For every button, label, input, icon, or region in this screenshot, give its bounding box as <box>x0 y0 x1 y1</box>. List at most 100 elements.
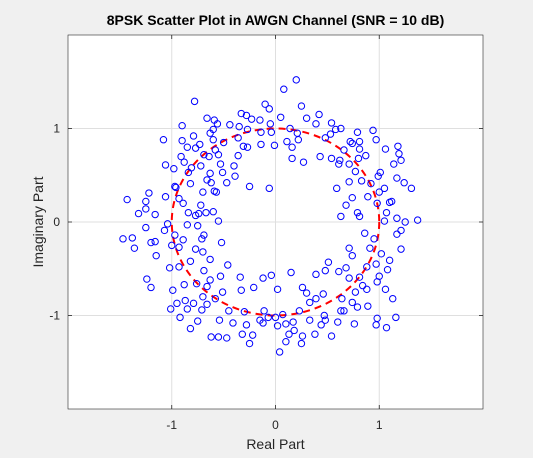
scatter-point <box>226 121 234 129</box>
scatter-point <box>267 271 276 279</box>
scatter-point <box>335 267 343 276</box>
scatter-point <box>363 285 371 294</box>
scatter-point <box>161 161 170 169</box>
scatter-point <box>337 307 345 315</box>
scatter-point <box>239 142 248 150</box>
scatter-point <box>401 218 409 226</box>
scatter-point <box>240 308 249 316</box>
x-tick-label: 1 <box>376 418 383 432</box>
scatter-point <box>397 156 405 164</box>
scatter-point <box>333 184 341 193</box>
scatter-point <box>238 330 247 338</box>
scatter-point <box>134 209 143 218</box>
scatter-point <box>247 115 256 123</box>
scatter-point <box>293 129 301 137</box>
scatter-point <box>327 332 336 340</box>
reference-circle-group <box>170 127 381 317</box>
scatter-point <box>271 313 280 322</box>
scatter-point <box>369 126 377 135</box>
scatter-point <box>145 189 153 197</box>
scatter-point <box>266 120 275 128</box>
scatter-point <box>336 156 344 164</box>
scatter-point <box>165 264 174 272</box>
scatter-point <box>261 100 269 108</box>
scatter-point <box>242 321 251 329</box>
scatter-point <box>316 152 324 161</box>
scatter-point <box>206 169 214 178</box>
scatter-point <box>302 289 311 297</box>
scatter-point <box>397 245 405 253</box>
scatter-point <box>372 136 380 144</box>
scatter-point <box>187 164 196 172</box>
scatter-point <box>288 143 296 151</box>
tick-labels: -1 0 1 -1 0 1 <box>49 122 383 433</box>
scatter-point <box>385 256 394 265</box>
y-axis-label: Imaginary Part <box>30 176 46 267</box>
scatter-point <box>292 76 300 84</box>
scatter-point <box>128 234 137 242</box>
scatter-point <box>372 321 380 329</box>
scatter-point <box>397 226 405 235</box>
scatter-point <box>260 307 268 315</box>
scatter-point <box>353 303 362 311</box>
scatter-point <box>327 154 336 163</box>
scatter-point <box>373 199 381 208</box>
scatter-point <box>299 158 308 166</box>
scatter-point <box>298 332 307 340</box>
scatter-point <box>351 167 360 176</box>
scatter-point <box>407 184 416 193</box>
scatter-point <box>374 172 382 180</box>
tick-marks <box>68 35 483 409</box>
scatter-point <box>197 162 205 170</box>
scatter-point <box>198 235 206 243</box>
scatter-point <box>207 333 215 341</box>
scatter-point <box>364 193 372 201</box>
scatter-point <box>348 251 356 260</box>
scatter-point <box>178 121 186 130</box>
scatter-point <box>256 116 264 124</box>
scatter-point <box>192 280 201 288</box>
scatter-point <box>171 182 179 191</box>
scatter-point <box>267 128 276 136</box>
scatter-point <box>183 221 192 229</box>
scatter-point <box>353 128 362 136</box>
scatter-point <box>297 339 306 348</box>
scatter-point <box>183 143 192 151</box>
scatter-point <box>218 168 227 177</box>
scatter-point <box>380 217 389 225</box>
scatter-point <box>205 152 213 161</box>
scatter-point <box>179 199 187 208</box>
scatter-point <box>237 109 245 118</box>
scatter-point <box>306 298 314 307</box>
scatter-point <box>312 120 320 128</box>
scatter-point <box>172 183 180 192</box>
scatter-point <box>276 113 285 121</box>
scatter-point <box>351 288 360 296</box>
scatter-point <box>243 125 252 134</box>
scatter-point <box>189 299 198 308</box>
scatter-point <box>345 274 353 282</box>
scatter-point <box>175 263 183 271</box>
scatter-point <box>184 208 193 217</box>
scatter-point <box>279 310 287 319</box>
scatter-point <box>178 136 186 145</box>
scatter-point <box>366 244 374 252</box>
scatter-point <box>390 160 398 168</box>
scatter-point <box>340 307 348 315</box>
scatter-point <box>388 197 396 206</box>
scatter-point <box>206 129 214 137</box>
scatter-point <box>209 208 217 216</box>
scatter-point <box>270 141 279 150</box>
scatter-point <box>190 97 199 106</box>
scatter-point <box>265 184 273 193</box>
scatter-point <box>297 102 306 110</box>
scatter-point <box>315 110 323 119</box>
x-tick-label: 0 <box>272 418 279 432</box>
scatter-point <box>181 296 189 305</box>
scatter-point <box>151 237 159 246</box>
scatter-point <box>340 146 348 154</box>
scatter-point <box>177 152 185 161</box>
x-axis-label: Real Part <box>246 436 304 452</box>
scatter-point <box>203 282 211 291</box>
